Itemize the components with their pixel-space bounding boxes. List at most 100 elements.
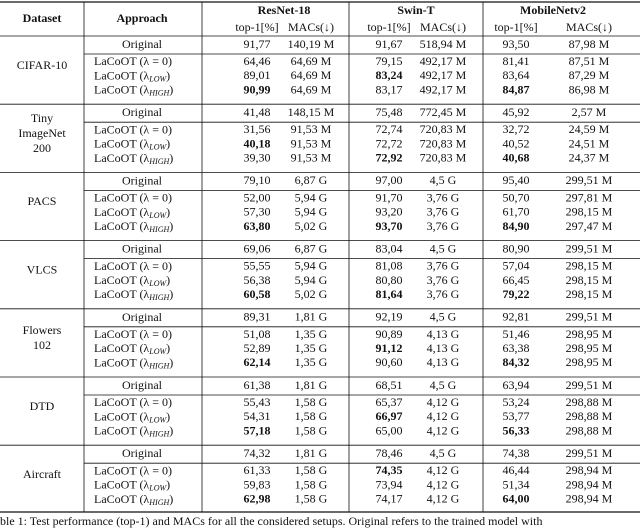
value-cell: 2,57 M [572,105,607,119]
approach-text: ) [166,409,170,423]
approach-text: ) [169,219,173,233]
value-cell: 4,13 G [427,327,460,341]
value-cell: 4,12 G [427,409,460,423]
value-cell: 81,64 [376,287,403,301]
model-header: MobileNetv2 [520,3,586,17]
value-cell: 91,53 M [291,151,332,165]
approach-label: LaCoOT (λLOW) [94,477,170,492]
value-cell: 92,19 [376,310,403,324]
approach-label: LaCoOT (λ = 0) [94,54,172,68]
value-cell: 91,53 M [291,136,332,150]
value-cell: 5,02 G [295,287,328,301]
approach-text: LaCoOT (λ [94,151,149,165]
value-cell: 24,51 M [569,136,610,150]
value-cell: 298,94 M [566,477,613,491]
value-cell: 297,47 M [566,219,613,233]
approach-subscript: LOW [148,483,167,492]
value-cell: 1,35 G [295,341,328,355]
value-cell: 297,81 M [566,190,613,204]
value-cell: 4,12 G [427,477,460,491]
approach-label: Original [122,310,163,324]
model-header: Swin-T [397,3,434,17]
value-cell: 54,31 [244,409,271,423]
approach-label: Original [122,105,163,119]
value-cell: 298,88 M [566,423,613,437]
dataset-label: Flowers [23,323,62,337]
value-cell: 72,92 [376,151,403,165]
dataset-label: DTD [30,399,55,413]
value-cell: 61,38 [244,378,271,392]
value-cell: 91,12 [376,341,403,355]
value-cell: 72,74 [376,122,403,136]
value-cell: 772,45 M [420,105,467,119]
value-cell: 24,59 M [569,122,610,136]
dataset-label: Tiny [31,111,53,125]
value-cell: 65,37 [376,395,403,409]
value-cell: 1,58 G [295,395,328,409]
dataset-label: ImageNet [18,126,66,140]
value-cell: 87,98 M [569,37,610,51]
value-cell: 66,45 [503,273,530,287]
approach-label: LaCoOT (λHIGH) [94,287,173,302]
approach-text: ) [169,82,173,96]
approach-text: Original [122,310,163,324]
approach-subscript: LOW [148,142,167,151]
approach-label: LaCoOT (λ = 0) [94,463,172,477]
value-cell: 83,24 [376,68,403,82]
approach-text: Original [122,37,163,51]
approach-text: ) [166,68,170,82]
value-cell: 720,83 M [420,151,467,165]
value-cell: 83,04 [376,241,403,255]
metric-header: top-1[%] [367,20,410,34]
approach-subscript: HIGH [148,225,170,234]
approach-text: ) [166,341,170,355]
value-cell: 492,17 M [420,82,467,96]
metric-header: MACs(↓) [288,20,334,34]
value-cell: 87,51 M [569,54,610,68]
approach-label: LaCoOT (λHIGH) [94,355,173,370]
approach-label: Original [122,173,163,187]
approach-text: ) [169,423,173,437]
value-cell: 55,43 [244,395,271,409]
approach-label: LaCoOT (λHIGH) [94,82,173,97]
approach-text: LaCoOT (λ [94,136,149,150]
value-cell: 4,12 G [427,395,460,409]
caption: ble 1: Test performance (top-1) and MACs… [0,514,542,528]
value-cell: 72,72 [376,136,403,150]
approach-text: LaCoOT (λ = 0) [94,463,172,477]
value-cell: 92,81 [503,310,530,324]
value-cell: 64,69 M [291,68,332,82]
approach-text: LaCoOT (λ = 0) [94,395,172,409]
value-cell: 32,72 [503,122,530,136]
approach-label: Original [122,378,163,392]
approach-label: LaCoOT (λ = 0) [94,395,172,409]
value-cell: 4,5 G [430,378,457,392]
value-cell: 57,30 [244,205,271,219]
value-cell: 75,48 [376,105,403,119]
value-cell: 298,88 M [566,409,613,423]
value-cell: 1,58 G [295,477,328,491]
value-cell: 81,08 [376,259,403,273]
value-cell: 41,48 [244,105,271,119]
value-cell: 59,83 [244,477,271,491]
value-cell: 84,32 [503,355,530,369]
approach-text: LaCoOT (λ [94,68,149,82]
value-cell: 60,58 [244,287,271,301]
value-cell: 148,15 M [288,105,335,119]
value-cell: 89,01 [244,68,271,82]
approach-subscript: LOW [148,279,167,288]
value-cell: 299,51 M [566,241,613,255]
value-cell: 298,95 M [566,327,613,341]
value-cell: 5,94 G [295,190,328,204]
value-cell: 4,12 G [427,423,460,437]
value-cell: 299,51 M [566,310,613,324]
approach-text: ) [166,477,170,491]
value-cell: 1,35 G [295,327,328,341]
value-cell: 78,46 [376,446,403,460]
approach-label: LaCoOT (λ = 0) [94,122,172,136]
value-cell: 83,17 [376,82,403,96]
approach-subscript: LOW [148,415,167,424]
approach-text: LaCoOT (λ = 0) [94,190,172,204]
approach-text: ) [169,151,173,165]
value-cell: 4,13 G [427,355,460,369]
